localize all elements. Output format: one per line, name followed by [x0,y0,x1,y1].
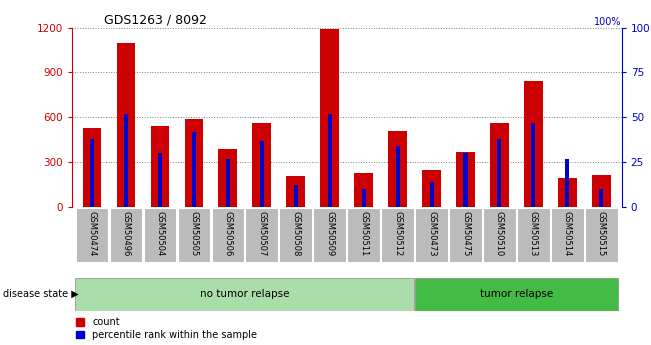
Bar [192,132,196,207]
Bar [117,42,135,207]
Bar [361,189,366,207]
Bar [430,182,434,207]
Bar [260,141,264,207]
Bar [124,114,128,207]
Bar [422,170,441,207]
Bar [90,139,94,207]
Text: GSM50496: GSM50496 [122,211,130,256]
Text: 100%: 100% [594,17,622,27]
Bar [294,186,298,207]
Text: GSM50508: GSM50508 [291,211,300,256]
Text: GSM50509: GSM50509 [326,211,334,256]
Text: GSM50505: GSM50505 [189,211,199,256]
FancyBboxPatch shape [313,208,346,262]
FancyBboxPatch shape [178,208,210,262]
Bar [396,146,400,207]
FancyBboxPatch shape [381,208,414,262]
Text: tumor relapse: tumor relapse [480,289,553,299]
Text: GSM50474: GSM50474 [87,211,96,256]
Text: GSM50514: GSM50514 [563,211,572,256]
FancyBboxPatch shape [483,208,516,262]
FancyBboxPatch shape [144,208,176,262]
Bar [226,159,230,207]
Bar [253,122,271,207]
Text: GSM50504: GSM50504 [156,211,165,256]
Legend: count, percentile rank within the sample: count, percentile rank within the sample [76,317,257,340]
Bar [150,126,169,207]
Bar [565,159,570,207]
Text: disease state ▶: disease state ▶ [3,289,79,299]
Bar [600,189,603,207]
Text: GSM50507: GSM50507 [257,211,266,256]
Bar [158,153,162,207]
Text: GSM50511: GSM50511 [359,211,368,256]
FancyBboxPatch shape [585,208,618,262]
Bar [320,29,339,207]
Bar [219,149,237,207]
Text: GSM50473: GSM50473 [427,211,436,256]
Bar [524,81,543,207]
FancyBboxPatch shape [415,278,618,310]
Bar [286,176,305,207]
FancyBboxPatch shape [348,208,380,262]
Bar [558,178,577,207]
Bar [184,119,203,207]
FancyBboxPatch shape [449,208,482,262]
FancyBboxPatch shape [551,208,584,262]
Bar [497,139,501,207]
Bar [464,153,467,207]
Bar [327,114,332,207]
FancyBboxPatch shape [415,208,448,262]
FancyBboxPatch shape [76,208,108,262]
Text: GDS1263 / 8092: GDS1263 / 8092 [104,14,207,27]
Bar [456,152,475,207]
FancyBboxPatch shape [517,208,549,262]
Text: no tumor relapse: no tumor relapse [200,289,290,299]
Bar [83,128,102,207]
Text: GSM50475: GSM50475 [461,211,470,256]
Text: GSM50512: GSM50512 [393,211,402,256]
Bar [354,172,373,207]
Text: GSM50506: GSM50506 [223,211,232,256]
FancyBboxPatch shape [279,208,312,262]
Text: GSM50513: GSM50513 [529,211,538,256]
Bar [388,131,407,207]
Bar [490,123,509,207]
FancyBboxPatch shape [212,208,244,262]
Text: GSM50510: GSM50510 [495,211,504,256]
Bar [531,123,536,207]
FancyBboxPatch shape [109,208,142,262]
Text: GSM50515: GSM50515 [597,211,606,256]
Bar [592,175,611,207]
FancyBboxPatch shape [75,278,414,310]
FancyBboxPatch shape [245,208,278,262]
